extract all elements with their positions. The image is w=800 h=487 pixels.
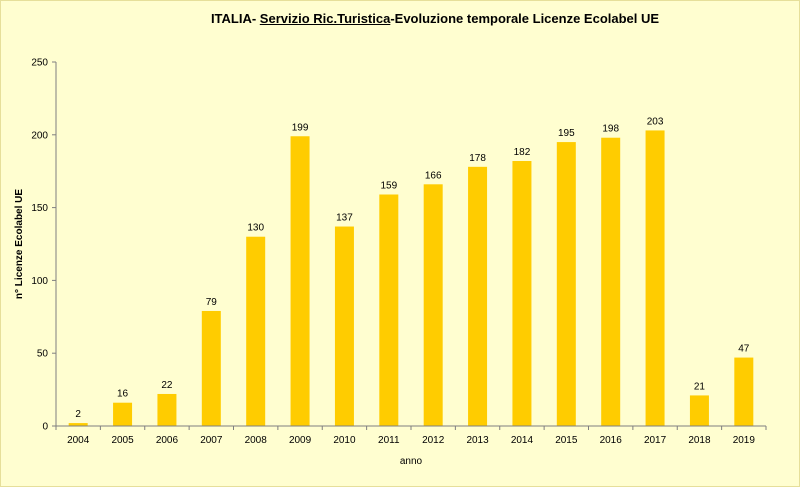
chart-title: ITALIA- Servizio Ric.Turistica-Evoluzion… <box>0 11 800 26</box>
y-tick-label: 150 <box>31 203 48 214</box>
x-tick-label-2009: 2009 <box>289 435 312 446</box>
data-label-2004: 2 <box>75 409 81 420</box>
bar-2019 <box>734 357 754 426</box>
data-label-2009: 199 <box>292 122 309 133</box>
data-label-2012: 166 <box>425 170 442 181</box>
x-tick-label-2018: 2018 <box>688 435 711 446</box>
bar-2010 <box>334 226 354 426</box>
title-underlined: Servizio Ric.Turistica <box>259 11 391 26</box>
bar-2007 <box>201 310 221 426</box>
bar-2012 <box>423 184 443 426</box>
data-label-2005: 16 <box>117 389 129 400</box>
data-label-2013: 178 <box>469 153 486 164</box>
bar-2013 <box>468 166 488 426</box>
x-tick-label-2012: 2012 <box>422 435 445 446</box>
x-tick-label-2011: 2011 <box>378 435 400 446</box>
x-tick-label-2014: 2014 <box>511 435 534 446</box>
bar-2017 <box>645 130 665 426</box>
bar-2016 <box>601 137 621 426</box>
x-tick-label-2008: 2008 <box>245 435 268 446</box>
data-label-2019: 47 <box>738 344 750 355</box>
x-tick-label-2006: 2006 <box>156 435 179 446</box>
bar-2005 <box>113 402 133 426</box>
x-tick-label-2005: 2005 <box>111 435 134 446</box>
y-axis-title: n° Licenze Ecolabel UE <box>14 189 25 299</box>
data-label-2018: 21 <box>694 381 706 392</box>
bar-2015 <box>556 142 576 426</box>
x-tick-label-2017: 2017 <box>644 435 667 446</box>
y-tick-label: 0 <box>42 422 48 433</box>
data-label-2011: 159 <box>380 180 397 191</box>
y-tick-label: 50 <box>37 349 49 360</box>
y-tick-label: 100 <box>31 276 48 287</box>
bar-2004 <box>68 423 88 426</box>
y-tick-label: 250 <box>31 58 48 69</box>
bars <box>68 130 754 427</box>
data-label-2006: 22 <box>161 380 173 391</box>
bar-2009 <box>290 136 310 427</box>
data-label-2017: 203 <box>647 116 664 127</box>
bar-2018 <box>689 395 709 426</box>
x-tick-label-2007: 2007 <box>200 435 223 446</box>
x-tick-label-2010: 2010 <box>333 435 356 446</box>
x-tick-label-2015: 2015 <box>555 435 578 446</box>
y-tick-label: 200 <box>31 130 48 141</box>
x-tick-label-2016: 2016 <box>600 435 623 446</box>
x-tick-label-2019: 2019 <box>733 435 756 446</box>
bar-2014 <box>512 161 532 426</box>
bar-2006 <box>157 393 177 426</box>
data-label-2014: 182 <box>514 147 531 158</box>
data-label-2007: 79 <box>206 297 218 308</box>
bar-2011 <box>379 194 399 426</box>
x-axis-ticks: 2004 2005 2006 2007 2008 2009 2010 2011 2012 2013… <box>55 426 767 446</box>
data-label-2015: 195 <box>558 128 575 139</box>
data-label-2016: 198 <box>602 124 619 135</box>
title-prefix: ITALIA- <box>210 11 260 26</box>
y-axis-ticks: 0 50 100 150 200 250 <box>31 58 56 433</box>
x-tick-label-2013: 2013 <box>466 435 489 446</box>
data-label-2010: 137 <box>336 213 353 224</box>
data-label-2008: 130 <box>247 223 264 234</box>
title-suffix: -Evoluzione temporale Licenze Ecolabel U… <box>390 11 660 26</box>
x-axis-title: anno <box>400 456 423 467</box>
x-tick-label-2004: 2004 <box>67 435 90 446</box>
data-labels: 2 16 22 79 130 199 137 159 166 178 182 195 198 203 21 4… <box>75 116 749 420</box>
bar-2008 <box>246 236 266 426</box>
